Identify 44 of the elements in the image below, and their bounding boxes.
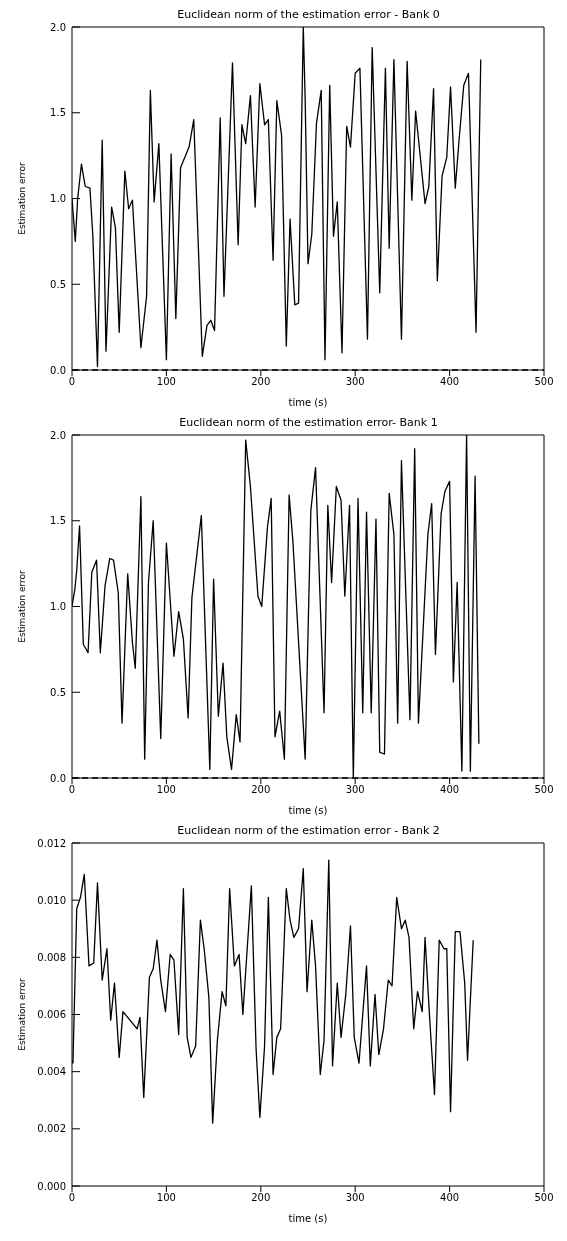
x-tick-label: 200 [251, 784, 271, 796]
y-tick-label: 1.5 [50, 107, 66, 119]
y-tick-label: 1.5 [50, 515, 66, 527]
x-tick-label: 500 [534, 376, 554, 388]
y-tick-label: 2.0 [50, 21, 66, 33]
y-tick-label: 1.0 [50, 601, 66, 613]
x-tick-label: 300 [345, 1192, 365, 1204]
x-tick-label: 100 [156, 784, 176, 796]
y-tick-label: 0.008 [37, 951, 66, 963]
x-tick-label: 100 [156, 376, 176, 388]
chart-title: Euclidean norm of the estimation error - Bank 0 [176, 8, 441, 22]
y-tick-label: 1.0 [50, 193, 66, 205]
x-tick-label: 400 [440, 1192, 460, 1204]
y-axis-title: Estimation error [17, 977, 28, 1051]
y-tick-label: 0.0 [50, 772, 66, 784]
x-tick-label: 0 [68, 1192, 76, 1204]
y-axis-title: Estimation error [17, 569, 28, 643]
y-axis-title: Estimation error [17, 161, 28, 235]
x-tick-label: 0 [68, 376, 76, 388]
y-tick-label: 0.000 [37, 1180, 66, 1192]
x-tick-label: 300 [345, 376, 365, 388]
y-tick-label: 0.012 [37, 837, 66, 849]
x-axis-title: time (s) [288, 397, 328, 408]
x-tick-label: 200 [251, 376, 271, 388]
y-tick-label: 0.004 [37, 1066, 66, 1078]
y-tick-label: 0.5 [50, 686, 66, 698]
x-tick-label: 0 [68, 784, 76, 796]
x-axis-title: time (s) [288, 805, 328, 816]
y-tick-label: 2.0 [50, 429, 66, 441]
y-tick-label: 0.010 [37, 894, 66, 906]
x-tick-label: 300 [345, 784, 365, 796]
chart-title: Euclidean norm of the estimation error- Bank 1 [178, 416, 439, 430]
x-tick-label: 500 [534, 1192, 554, 1204]
x-tick-label: 100 [156, 1192, 176, 1204]
chart-title: Euclidean norm of the estimation error - Bank 2 [176, 824, 441, 838]
x-axis-title: time (s) [288, 1213, 328, 1224]
y-tick-label: 0.006 [37, 1009, 66, 1021]
x-tick-label: 500 [534, 784, 554, 796]
x-tick-label: 400 [440, 376, 460, 388]
y-tick-label: 0.002 [37, 1123, 66, 1135]
y-tick-label: 0.0 [50, 364, 66, 376]
x-tick-label: 200 [251, 1192, 271, 1204]
x-tick-label: 400 [440, 784, 460, 796]
y-tick-label: 0.5 [50, 278, 66, 290]
